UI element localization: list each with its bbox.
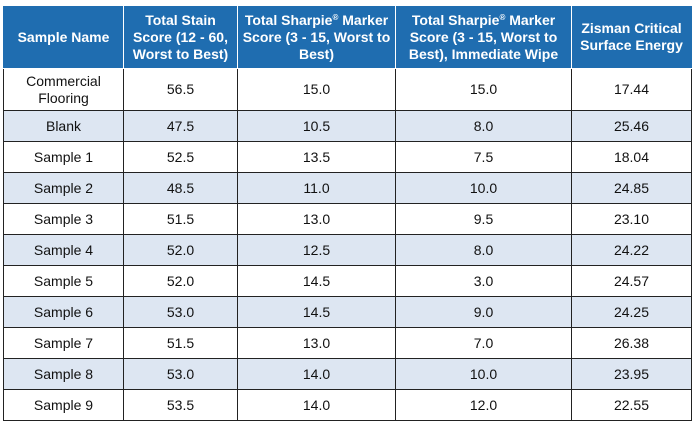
- registered-mark: ®: [499, 12, 506, 22]
- marker-score-cell: 11.0: [237, 172, 396, 204]
- table-row: Sample 8 53.0 14.0 10.0 23.95: [3, 358, 692, 390]
- immediate-wipe-cell: 9.0: [395, 296, 572, 328]
- sample-name-cell: Commercial Flooring: [3, 68, 124, 111]
- stain-score-cell: 53.5: [123, 389, 238, 421]
- marker-score-cell: 13.0: [237, 327, 396, 359]
- header-sharpie-marker-score: Total Sharpie® Marker Score (3 - 15, Wor…: [237, 6, 396, 69]
- table-row: Sample 4 52.0 12.5 8.0 24.22: [3, 234, 692, 266]
- sample-name-cell: Sample 6: [3, 296, 124, 328]
- surface-energy-cell: 23.10: [571, 203, 692, 235]
- table-row: Sample 1 52.5 13.5 7.5 18.04: [3, 141, 692, 173]
- marker-score-cell: 10.5: [237, 110, 396, 142]
- stain-score-cell: 52.5: [123, 141, 238, 173]
- marker-score-cell: 15.0: [237, 68, 396, 111]
- table-row: Blank 47.5 10.5 8.0 25.46: [3, 110, 692, 142]
- header-total-stain-score: Total Stain Score (12 - 60, Worst to Bes…: [123, 6, 238, 69]
- surface-energy-cell: 25.46: [571, 110, 692, 142]
- table-row: Sample 6 53.0 14.5 9.0 24.25: [3, 296, 692, 328]
- table-row: Sample 2 48.5 11.0 10.0 24.85: [3, 172, 692, 204]
- table-row: Sample 9 53.5 14.0 12.0 22.55: [3, 389, 692, 421]
- header-sample-name: Sample Name: [3, 6, 124, 69]
- stain-score-cell: 56.5: [123, 68, 238, 111]
- sample-name-cell: Sample 2: [3, 172, 124, 204]
- sample-name-cell: Blank: [3, 110, 124, 142]
- sample-name-cell: Sample 3: [3, 203, 124, 235]
- surface-energy-cell: 23.95: [571, 358, 692, 390]
- stain-score-cell: 51.5: [123, 327, 238, 359]
- marker-score-cell: 14.5: [237, 265, 396, 297]
- marker-score-cell: 13.5: [237, 141, 396, 173]
- stain-score-cell: 52.0: [123, 234, 238, 266]
- surface-energy-cell: 24.25: [571, 296, 692, 328]
- stain-score-cell: 51.5: [123, 203, 238, 235]
- stain-score-cell: 48.5: [123, 172, 238, 204]
- sample-name-cell: Sample 1: [3, 141, 124, 173]
- immediate-wipe-cell: 10.0: [395, 358, 572, 390]
- sample-name-cell: Sample 8: [3, 358, 124, 390]
- marker-score-cell: 14.5: [237, 296, 396, 328]
- marker-score-cell: 12.5: [237, 234, 396, 266]
- surface-energy-cell: 18.04: [571, 141, 692, 173]
- surface-energy-cell: 26.38: [571, 327, 692, 359]
- immediate-wipe-cell: 10.0: [395, 172, 572, 204]
- surface-energy-cell: 22.55: [571, 389, 692, 421]
- immediate-wipe-cell: 9.5: [395, 203, 572, 235]
- stain-score-cell: 53.0: [123, 296, 238, 328]
- immediate-wipe-cell: 3.0: [395, 265, 572, 297]
- header-zisman-surface-energy: Zisman Critical Surface Energy: [571, 6, 692, 69]
- surface-energy-cell: 17.44: [571, 68, 692, 111]
- results-table: Sample Name Total Stain Score (12 - 60, …: [3, 6, 692, 421]
- marker-score-cell: 13.0: [237, 203, 396, 235]
- table-row: Sample 7 51.5 13.0 7.0 26.38: [3, 327, 692, 359]
- immediate-wipe-cell: 12.0: [395, 389, 572, 421]
- immediate-wipe-cell: 15.0: [395, 68, 572, 111]
- immediate-wipe-cell: 8.0: [395, 110, 572, 142]
- stain-score-cell: 53.0: [123, 358, 238, 390]
- sample-name-cell: Sample 7: [3, 327, 124, 359]
- surface-energy-cell: 24.57: [571, 265, 692, 297]
- registered-mark: ®: [332, 12, 339, 22]
- surface-energy-cell: 24.85: [571, 172, 692, 204]
- immediate-wipe-cell: 7.0: [395, 327, 572, 359]
- marker-score-cell: 14.0: [237, 389, 396, 421]
- sample-name-cell: Sample 9: [3, 389, 124, 421]
- marker-score-cell: 14.0: [237, 358, 396, 390]
- stain-score-cell: 52.0: [123, 265, 238, 297]
- sample-name-cell: Sample 5: [3, 265, 124, 297]
- stain-score-cell: 47.5: [123, 110, 238, 142]
- immediate-wipe-cell: 8.0: [395, 234, 572, 266]
- header-row: Sample Name Total Stain Score (12 - 60, …: [3, 6, 692, 69]
- surface-energy-cell: 24.22: [571, 234, 692, 266]
- table-row: Sample 3 51.5 13.0 9.5 23.10: [3, 203, 692, 235]
- header-sharpie-immediate-wipe: Total Sharpie® Marker Score (3 - 15, Wor…: [395, 6, 572, 69]
- sample-name-cell: Sample 4: [3, 234, 124, 266]
- table-row: Commercial Flooring 56.5 15.0 15.0 17.44: [3, 68, 692, 111]
- table-row: Sample 5 52.0 14.5 3.0 24.57: [3, 265, 692, 297]
- table-body: Commercial Flooring 56.5 15.0 15.0 17.44 Blan…: [3, 68, 692, 421]
- immediate-wipe-cell: 7.5: [395, 141, 572, 173]
